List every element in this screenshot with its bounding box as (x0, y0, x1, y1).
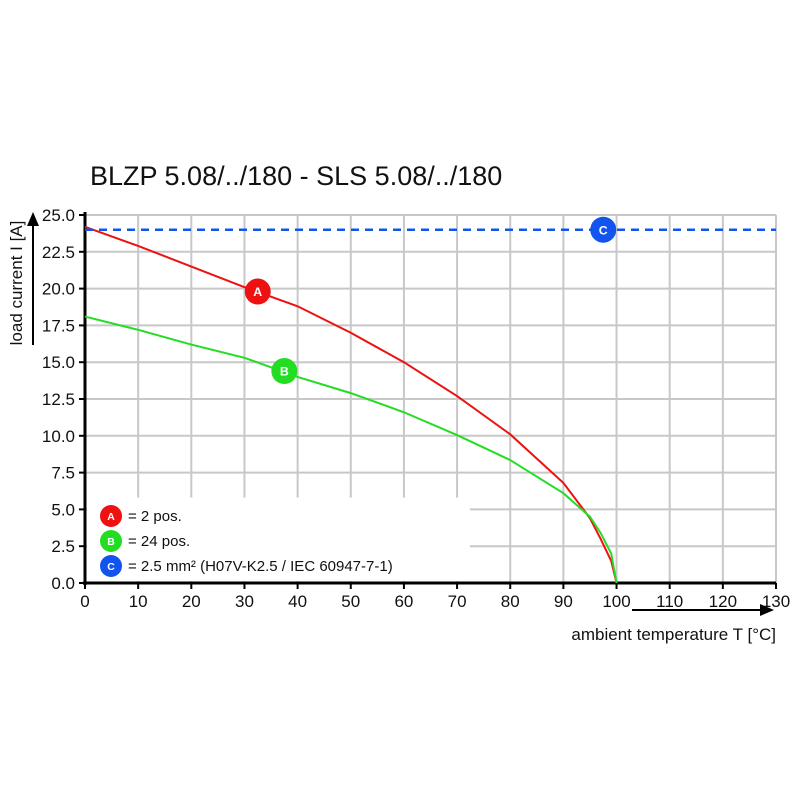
y-axis-label: load current I [A] (7, 221, 26, 346)
legend-box (87, 497, 470, 581)
x-axis-label: ambient temperature T [°C] (571, 625, 776, 644)
x-tick-label: 110 (656, 592, 683, 611)
x-tick-label: 50 (341, 592, 360, 611)
y-tick-label: 20.0 (42, 280, 75, 299)
x-tick-label: 20 (182, 592, 201, 611)
y-tick-label: 22.5 (42, 243, 75, 262)
x-tick-label: 90 (554, 592, 573, 611)
y-tick-label: 7.5 (51, 464, 75, 483)
y-tick-label: 2.5 (51, 537, 75, 556)
y-tick-label: 0.0 (51, 574, 75, 593)
y-tick-label: 5.0 (51, 500, 75, 519)
series-marker-c-label: C (599, 223, 608, 237)
x-tick-label: 0 (80, 592, 89, 611)
x-tick-label: 30 (235, 592, 254, 611)
legend-marker-a (100, 505, 122, 527)
series-marker-b-label: B (280, 365, 289, 379)
y-tick-label: 12.5 (42, 390, 75, 409)
legend-label-c: = 2.5 mm² (H07V-K2.5 / IEC 60947-7-1) (128, 558, 393, 575)
series-marker-a-label: A (253, 285, 262, 299)
x-tick-label: 70 (448, 592, 467, 611)
series-line-b (84, 315, 618, 584)
y-tick-label: 15.0 (42, 353, 75, 372)
x-tick-label: 130 (762, 592, 790, 611)
x-tick-label: 120 (709, 592, 737, 611)
legend-label-a: = 2 pos. (128, 508, 182, 525)
x-tick-label: 60 (394, 592, 413, 611)
legend-marker-b (100, 530, 122, 552)
chart-title: BLZP 5.08/../180 - SLS 5.08/../180 (90, 161, 502, 191)
series-marker-b (271, 358, 298, 385)
x-tick-label: 100 (602, 592, 630, 611)
y-tick-label: 10.0 (42, 427, 75, 446)
y-tick-label: 25.0 (42, 206, 75, 225)
legend-label-b: = 24 pos. (128, 533, 190, 550)
legend-marker-c-label: C (107, 562, 115, 573)
x-tick-label: 40 (288, 592, 307, 611)
series-marker-c (590, 216, 617, 243)
x-axis-arrowhead (760, 604, 774, 616)
x-tick-label: 80 (501, 592, 520, 611)
legend-marker-b-label: B (107, 537, 115, 548)
legend-marker-a-label: A (107, 512, 115, 523)
series-marker-a (244, 278, 271, 305)
series-line-a (84, 225, 618, 584)
y-axis-arrowhead (27, 212, 39, 226)
legend-marker-c (100, 555, 122, 577)
y-tick-label: 17.5 (42, 316, 75, 335)
x-tick-label: 10 (129, 592, 148, 611)
